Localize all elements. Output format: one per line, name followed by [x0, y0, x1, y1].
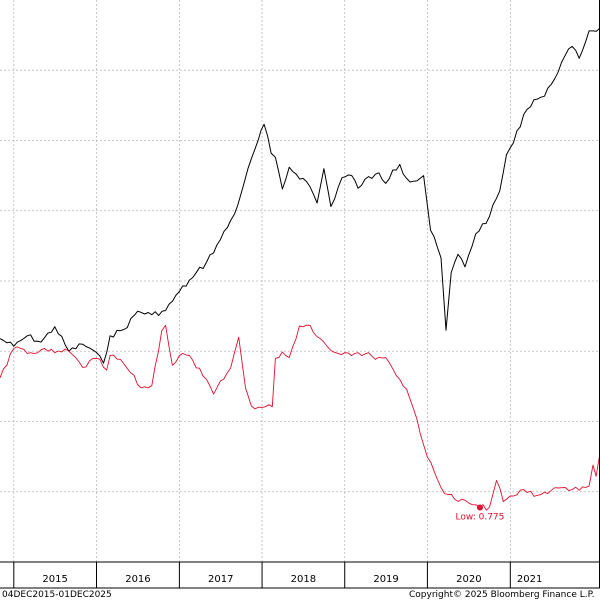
x-tick-label: 2016 — [125, 574, 150, 585]
x-tick-label: 2015 — [42, 574, 67, 585]
low-label: Low: 0.775 — [456, 513, 505, 523]
copyright-label: Copyright© 2025 Bloomberg Finance L.P. — [409, 590, 594, 600]
x-tick-label: 2017 — [208, 574, 233, 585]
x-tick-label: 2021 — [517, 574, 542, 585]
low-annotation: Low: 0.775 — [456, 504, 505, 523]
x-tick-label: 2019 — [373, 574, 398, 585]
series-lines — [0, 27, 600, 511]
gridlines — [0, 0, 600, 562]
x-tick-label: 2018 — [291, 574, 316, 585]
x-tick-label: 2020 — [456, 574, 481, 585]
date-range-label: 04DEC2015-01DEC2025 — [2, 590, 112, 600]
series-line-1 — [0, 27, 600, 364]
series-line-2 — [0, 324, 600, 511]
low-marker — [476, 504, 483, 511]
